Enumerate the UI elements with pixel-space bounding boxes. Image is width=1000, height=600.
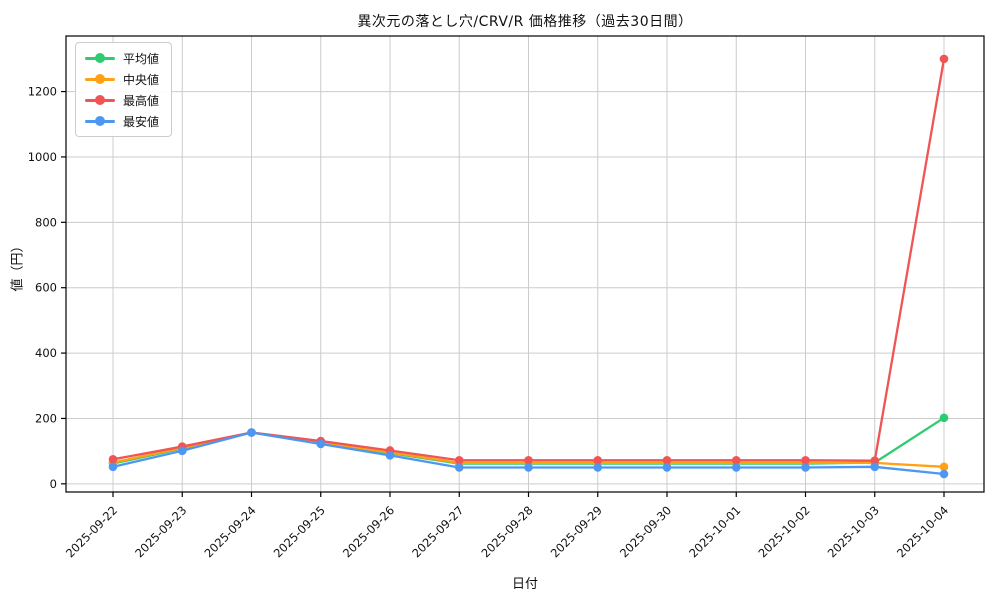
data-point-min	[939, 469, 949, 479]
y-tick-label: 200	[35, 411, 57, 425]
y-tick-label: 400	[35, 346, 57, 360]
data-point-median	[939, 462, 949, 472]
data-point-max	[731, 455, 741, 465]
y-tick-label: 0	[50, 477, 57, 491]
legend-item-min: 最安値	[85, 114, 160, 129]
data-point-min	[870, 462, 880, 472]
data-point-min	[454, 463, 464, 472]
data-point-average	[939, 413, 949, 423]
grid	[66, 36, 984, 492]
x-tick-label: 2025-09-28	[478, 503, 535, 560]
data-point-min	[177, 446, 187, 456]
data-point-min	[731, 463, 741, 472]
data-point-max	[662, 455, 672, 465]
data-point-max	[108, 455, 118, 464]
x-tick-label: 2025-09-30	[617, 503, 674, 560]
data-point-min	[593, 463, 603, 472]
legend-item-average: 平均値	[85, 51, 160, 66]
legend-marker-average	[85, 51, 115, 65]
data-point-max	[870, 456, 880, 465]
legend-label-max: 最高値	[123, 93, 160, 108]
legend-label-average: 平均値	[123, 51, 160, 66]
legend-label-min: 最安値	[123, 114, 160, 129]
data-point-min	[247, 428, 256, 437]
x-tick-label: 2025-09-25	[271, 503, 328, 560]
data-point-min	[662, 463, 672, 472]
x-tick-label: 2025-09-29	[548, 503, 605, 560]
x-tick-label: 2025-09-27	[409, 503, 466, 560]
data-point-min	[316, 439, 326, 449]
y-tick-label: 800	[35, 215, 57, 229]
y-tick-label: 1200	[28, 85, 57, 99]
x-tick-label: 2025-10-04	[894, 503, 951, 560]
x-tick-label: 2025-09-24	[201, 503, 258, 560]
y-tick-label: 600	[35, 281, 57, 295]
legend-item-max: 最高値	[85, 93, 160, 108]
y-axis-label: 値（円）	[10, 239, 26, 292]
legend-marker-max	[85, 93, 115, 107]
data-point-max	[454, 455, 464, 465]
x-tick-label: 2025-10-03	[825, 503, 882, 560]
legend-marker-min	[85, 114, 115, 128]
x-tick-label: 2025-09-22	[63, 503, 120, 560]
axes-frame	[65, 35, 985, 493]
legend-item-median: 中央値	[85, 72, 160, 87]
data-point-max	[801, 455, 810, 465]
data-point-min	[108, 462, 118, 472]
x-tick-label: 2025-10-01	[686, 503, 743, 560]
legend: 平均値中央値最高値最安値	[75, 42, 173, 137]
x-tick-label: 2025-10-02	[755, 503, 812, 560]
series-min	[108, 428, 949, 479]
data-point-min	[524, 463, 533, 472]
data-point-max	[593, 455, 603, 465]
data-point-max	[524, 455, 533, 465]
data-point-max	[939, 54, 949, 64]
chart-title: 異次元の落とし穴/CRV/R 価格推移（過去30日間）	[357, 14, 693, 30]
x-axis-label: 日付	[511, 577, 538, 592]
x-tick-label: 2025-09-23	[132, 503, 189, 560]
y-tick-label: 1000	[28, 150, 57, 164]
x-tick-label: 2025-09-26	[340, 503, 397, 560]
data-point-min	[385, 451, 395, 460]
legend-marker-median	[85, 72, 115, 86]
data-point-min	[801, 463, 810, 472]
legend-label-median: 中央値	[123, 72, 160, 87]
